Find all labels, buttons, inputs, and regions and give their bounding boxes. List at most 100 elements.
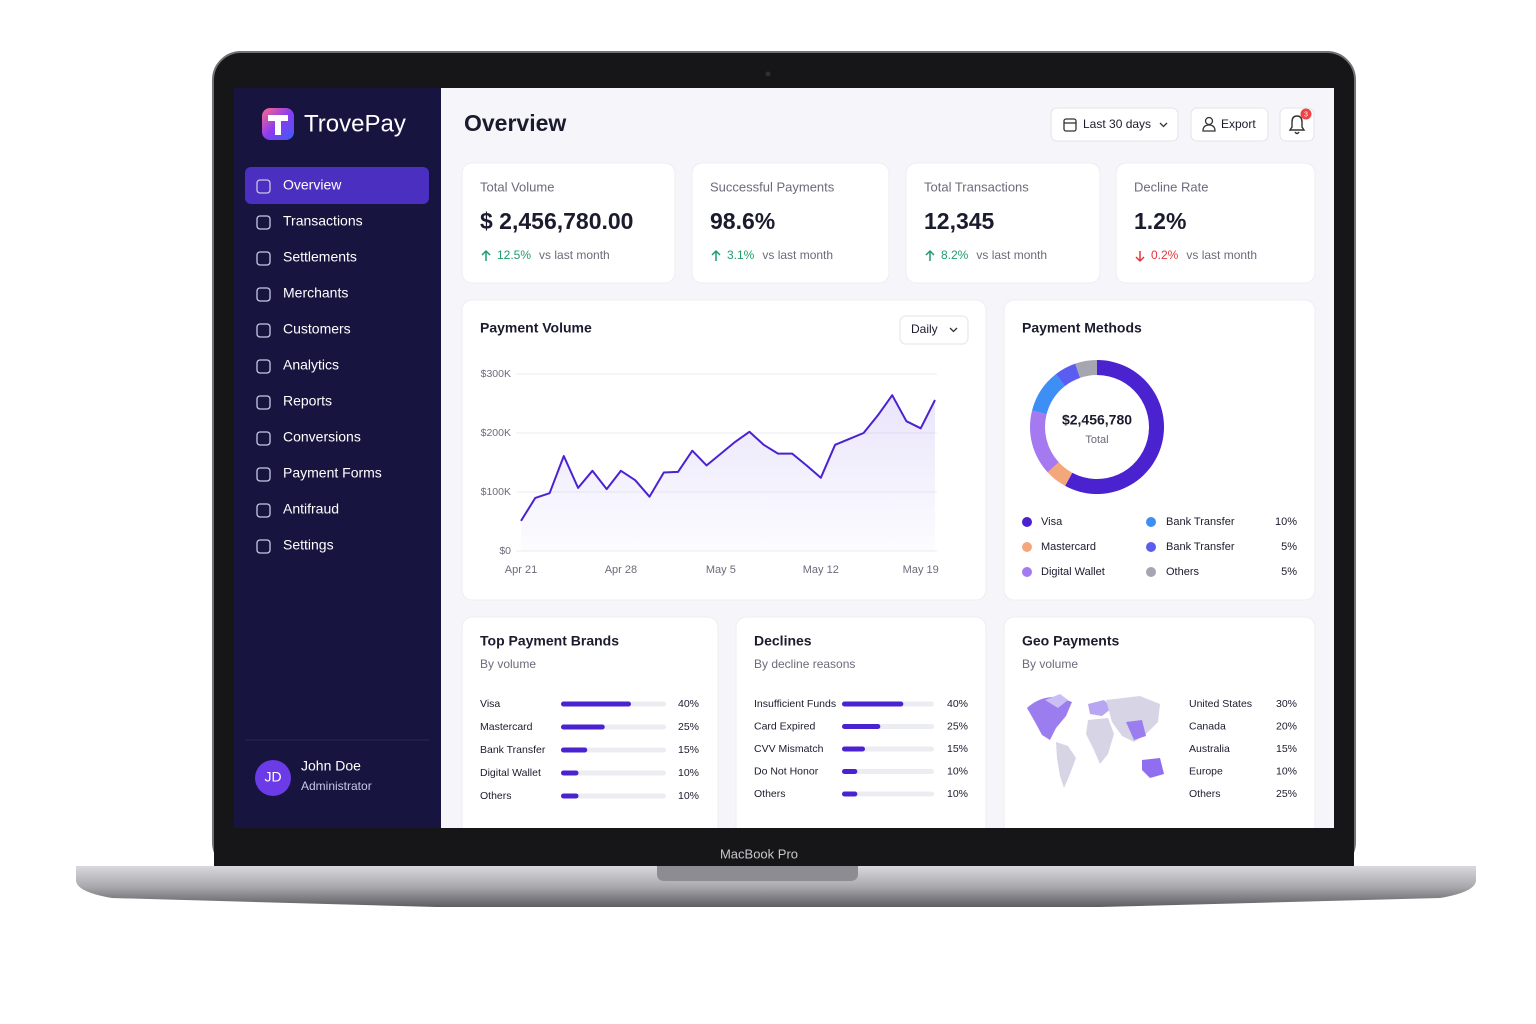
card-subtitle: By volume bbox=[1022, 657, 1078, 671]
bar bbox=[561, 793, 579, 799]
bar bbox=[842, 701, 904, 707]
bar-value: 25% bbox=[947, 720, 968, 732]
laptop-base bbox=[76, 866, 1476, 907]
laptop-notch bbox=[657, 866, 858, 881]
logo-glyph bbox=[268, 115, 288, 135]
trend-arrow bbox=[711, 249, 721, 261]
legend-dot bbox=[1022, 567, 1032, 577]
device-label: MacBook Pro bbox=[720, 846, 798, 861]
kpi-value: $ 2,456,780.00 bbox=[480, 208, 633, 234]
nav-item[interactable]: Settings bbox=[283, 537, 334, 553]
bar-value: 10% bbox=[678, 767, 699, 779]
donut-center-label: Total bbox=[1085, 434, 1108, 446]
card-subtitle: By decline reasons bbox=[754, 657, 855, 671]
volume-line bbox=[520, 394, 936, 522]
region-share: 15% bbox=[1276, 743, 1297, 755]
bar-value: 10% bbox=[678, 790, 699, 802]
donut-segment bbox=[1055, 363, 1081, 386]
kpi-card bbox=[1115, 162, 1316, 284]
export-label: Export bbox=[1221, 117, 1256, 131]
region-share: 25% bbox=[1276, 788, 1297, 800]
bar-track bbox=[842, 791, 934, 797]
nav-item[interactable]: Transactions bbox=[283, 213, 363, 229]
legend-label: Others bbox=[1166, 566, 1200, 578]
y-tick-label: $100K bbox=[481, 486, 511, 498]
kpi-change: 12.5% bbox=[497, 248, 531, 262]
trend-arrow bbox=[481, 249, 491, 261]
nav-item[interactable]: Overview bbox=[283, 177, 342, 193]
nav-icon bbox=[256, 323, 271, 338]
kpi-card bbox=[461, 162, 676, 284]
kpi-change: 0.2% bbox=[1151, 248, 1179, 262]
nav-item[interactable]: Settlements bbox=[283, 249, 357, 265]
nav-icon bbox=[256, 179, 271, 194]
x-tick-label: May 5 bbox=[706, 564, 736, 576]
legend-dot bbox=[1146, 542, 1156, 552]
nav-item[interactable]: Merchants bbox=[283, 285, 348, 301]
chevron bbox=[949, 327, 958, 333]
nav-item[interactable]: Reports bbox=[283, 393, 332, 409]
bar bbox=[842, 724, 881, 729]
x-tick-label: May 12 bbox=[803, 564, 839, 576]
kpi-change: 3.1% bbox=[727, 248, 755, 262]
kpi-note: vs last month bbox=[539, 248, 610, 262]
calendar-icon bbox=[1063, 118, 1077, 132]
bar-track bbox=[561, 747, 666, 753]
card-title: Payment Volume bbox=[480, 320, 592, 336]
nav-icon bbox=[256, 503, 271, 518]
legend-dot bbox=[1146, 517, 1156, 527]
nav-item[interactable]: Analytics bbox=[283, 357, 339, 373]
region-name: United States bbox=[1189, 698, 1252, 710]
legend-label: Mastercard bbox=[1041, 541, 1096, 553]
nav-icon bbox=[256, 539, 271, 554]
legend-label: Visa bbox=[1041, 516, 1063, 528]
bar-track bbox=[561, 770, 666, 776]
bezel-bottom bbox=[214, 828, 1354, 866]
bar-label: Others bbox=[480, 790, 512, 802]
bar-track bbox=[842, 769, 934, 774]
legend-value: 10% bbox=[1275, 516, 1297, 528]
nav-icon bbox=[256, 431, 271, 446]
export-icon bbox=[1202, 124, 1216, 132]
kpi-label: Successful Payments bbox=[710, 179, 835, 194]
nav-item[interactable]: Antifraud bbox=[283, 501, 339, 517]
avatar[interactable] bbox=[255, 760, 291, 796]
date-range-button[interactable] bbox=[1050, 107, 1179, 142]
legend-value: 5% bbox=[1281, 541, 1297, 553]
nav-item[interactable]: Customers bbox=[283, 321, 351, 337]
kpi-value: 1.2% bbox=[1134, 208, 1186, 234]
region-share: 30% bbox=[1276, 698, 1297, 710]
donut-segment bbox=[1065, 360, 1165, 494]
nav-item[interactable]: Conversions bbox=[283, 429, 361, 445]
page-title: Overview bbox=[464, 110, 566, 136]
interval-dropdown[interactable] bbox=[899, 315, 969, 345]
bar-label: Visa bbox=[480, 698, 500, 710]
kpi-label: Total Volume bbox=[480, 179, 554, 194]
card-title: Declines bbox=[754, 633, 812, 649]
nav-icon bbox=[256, 467, 271, 482]
kpi-note: vs last month bbox=[762, 248, 833, 262]
card-subtitle: By volume bbox=[480, 657, 536, 671]
bar-value: 10% bbox=[947, 788, 968, 800]
sidebar bbox=[234, 88, 441, 828]
region-name: Others bbox=[1189, 788, 1221, 800]
card-title: Geo Payments bbox=[1022, 633, 1119, 649]
bar-label: CVV Mismatch bbox=[754, 743, 824, 755]
y-tick-label: $200K bbox=[481, 427, 511, 439]
bar-value: 15% bbox=[947, 743, 968, 755]
donut-segment bbox=[1047, 462, 1073, 486]
bar bbox=[561, 770, 579, 776]
trend-arrow bbox=[925, 249, 935, 261]
nav-item[interactable]: Payment Forms bbox=[283, 465, 382, 481]
date-range: Last 30 days bbox=[1083, 117, 1151, 131]
donut-segment bbox=[1032, 374, 1066, 415]
bar-value: 15% bbox=[678, 744, 699, 756]
bar-label: Insufficient Funds bbox=[754, 698, 836, 710]
kpi-value: 98.6% bbox=[710, 208, 775, 234]
region-share: 10% bbox=[1276, 765, 1297, 777]
nav-icon bbox=[256, 395, 271, 410]
export-button[interactable] bbox=[1190, 107, 1269, 142]
user-role: Administrator bbox=[301, 779, 372, 793]
bar bbox=[842, 791, 858, 797]
